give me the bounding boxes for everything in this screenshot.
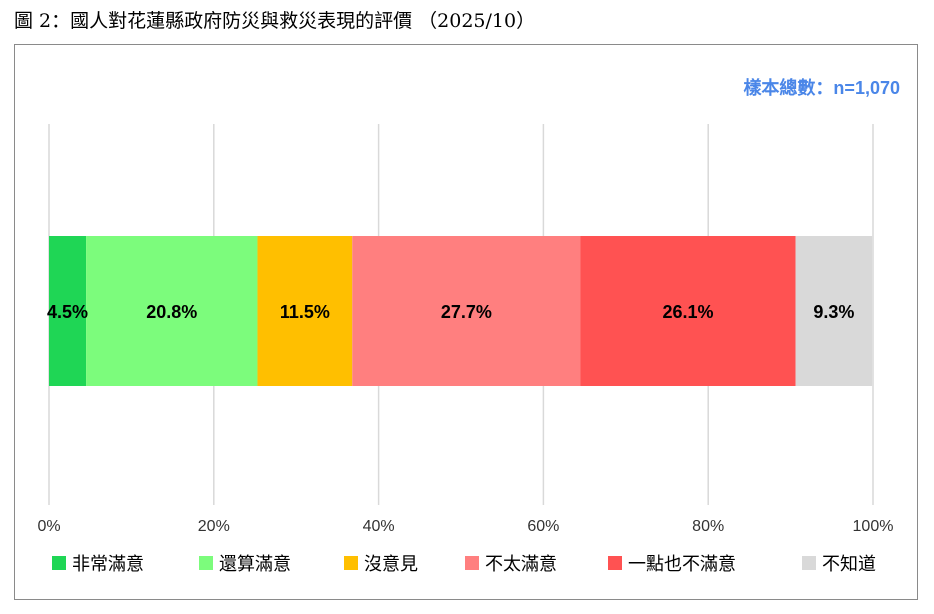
legend-label: 還算滿意 — [219, 554, 291, 575]
bar-segment — [257, 236, 353, 386]
legend-swatch — [465, 556, 479, 570]
x-tick-label: 20% — [198, 518, 230, 535]
x-tick-label: 0% — [37, 518, 60, 535]
x-tick-label: 100% — [853, 518, 894, 535]
bar-segments — [49, 236, 873, 386]
x-axis-ticks: 0% 20% 40% 60% 80% 100% — [37, 518, 893, 535]
figure-title: 圖 2：國人對花蓮縣政府防災與救災表現的評價 （2025/10） — [14, 10, 536, 32]
bar-segment — [795, 236, 873, 386]
legend-swatch — [344, 556, 358, 570]
legend: 非常滿意 還算滿意 沒意見 不太滿意 一點也不滿意 不知道 — [52, 554, 876, 575]
x-tick-label: 60% — [527, 518, 559, 535]
bar-segment — [352, 236, 581, 386]
data-label: 20.8% — [146, 302, 197, 322]
legend-label: 非常滿意 — [72, 554, 144, 575]
legend-label: 一點也不滿意 — [628, 554, 736, 575]
data-labels: 4.5% 20.8% 11.5% 27.7% 26.1% 9.3% — [47, 302, 854, 322]
bar-segment — [86, 236, 258, 386]
data-label: 26.1% — [662, 302, 713, 322]
legend-swatch — [802, 556, 816, 570]
legend-swatch — [199, 556, 213, 570]
x-tick-label: 80% — [692, 518, 724, 535]
sample-size-note: 樣本總數：n=1,070 — [743, 77, 900, 98]
data-label: 4.5% — [47, 302, 88, 322]
data-label: 9.3% — [813, 302, 854, 322]
bar-segment — [580, 236, 796, 386]
legend-label: 不太滿意 — [485, 554, 557, 575]
data-label: 27.7% — [441, 302, 492, 322]
legend-swatch — [608, 556, 622, 570]
x-tick-label: 40% — [363, 518, 395, 535]
legend-label: 沒意見 — [364, 554, 418, 575]
legend-swatch — [52, 556, 66, 570]
bar-segment — [49, 236, 87, 386]
data-label: 11.5% — [280, 302, 330, 322]
legend-label: 不知道 — [822, 554, 876, 575]
